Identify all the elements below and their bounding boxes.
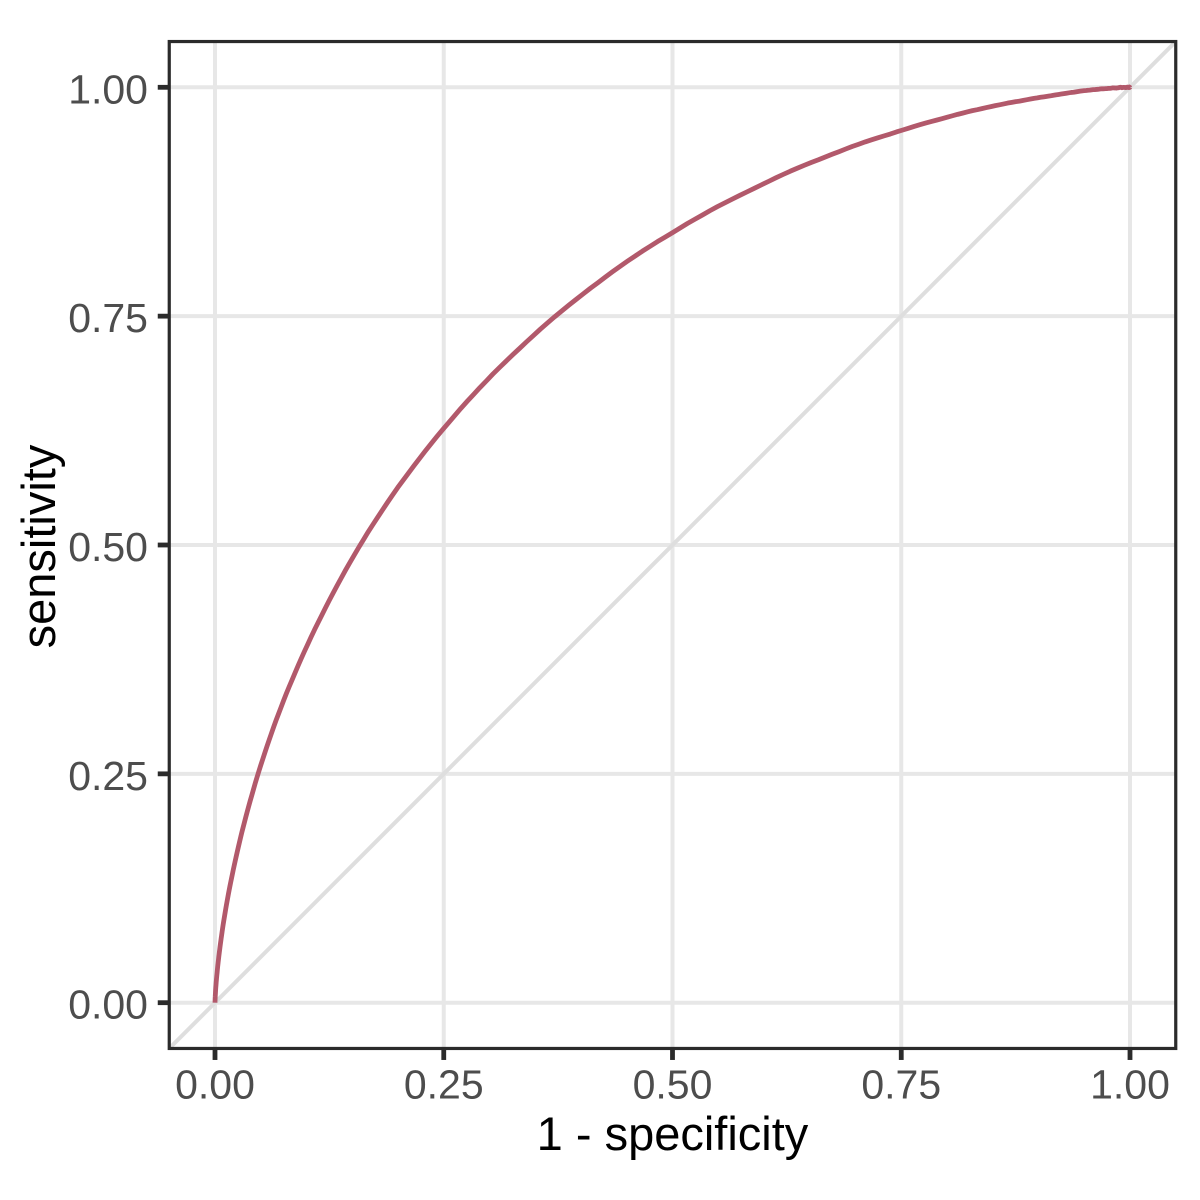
svg-text:0.50: 0.50 (68, 524, 148, 570)
svg-text:1 - specificity: 1 - specificity (537, 1107, 809, 1160)
svg-text:0.25: 0.25 (404, 1062, 484, 1108)
svg-text:1.00: 1.00 (68, 66, 148, 112)
svg-text:0.00: 0.00 (68, 982, 148, 1028)
svg-text:1.00: 1.00 (1090, 1062, 1170, 1108)
svg-text:sensitivity: sensitivity (12, 444, 65, 648)
svg-text:0.75: 0.75 (68, 295, 148, 341)
svg-text:0.75: 0.75 (861, 1062, 941, 1108)
svg-text:0.00: 0.00 (175, 1062, 255, 1108)
svg-text:0.50: 0.50 (633, 1062, 713, 1108)
svg-text:0.25: 0.25 (68, 753, 148, 799)
